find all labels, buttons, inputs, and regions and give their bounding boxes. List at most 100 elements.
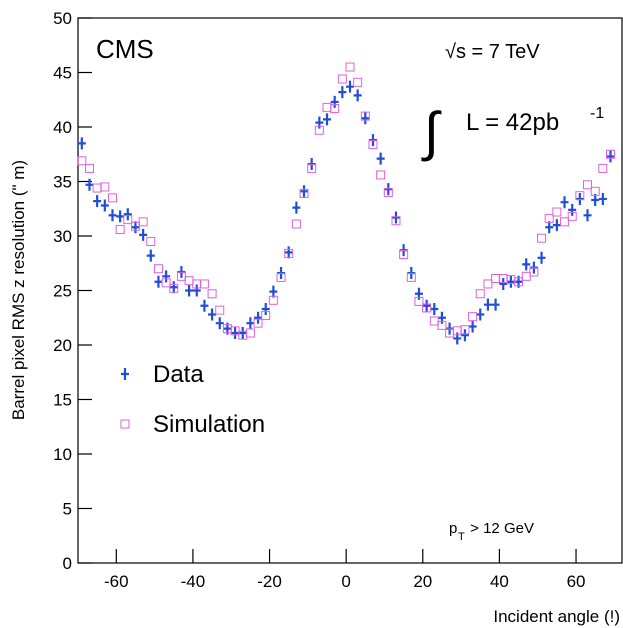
data-point [84,163,94,173]
data-point [123,208,132,221]
data-point [245,328,255,338]
data-point [268,295,278,305]
data-point [391,216,401,226]
data-point [529,267,539,277]
plot-frame [77,17,623,564]
x-axis-label: Incident angle (!) [493,607,620,626]
data-point [138,217,148,227]
y-tick-label: 10 [53,445,72,464]
y-tick-label: 50 [53,9,72,28]
data-point [107,193,117,203]
data-point [199,279,209,289]
data-point [376,170,386,180]
data-point [276,272,286,282]
data-point [208,308,217,321]
data-point [468,312,478,322]
y-tick-label: 20 [53,336,72,355]
data-point [292,201,301,214]
data-point [146,236,156,246]
data-point [552,219,561,232]
data-point [269,285,278,298]
data-point [254,311,263,324]
experiment-label: CMS [96,34,154,64]
x-tick-label: 40 [490,572,509,591]
data-point [353,89,362,102]
data-point [552,207,562,217]
data-point [537,233,547,243]
data-point [131,221,140,234]
x-tick-label: 20 [413,572,432,591]
y-tick-label: 40 [53,118,72,137]
data-point [544,214,554,224]
data-point [253,318,263,328]
data-point [300,185,309,198]
data-point [291,219,301,229]
data-point [606,149,616,159]
data-point [337,74,347,84]
data-point [545,221,554,234]
y-tick-label: 35 [53,173,72,192]
data-point [468,320,477,333]
data-point [322,102,332,112]
data-point [568,203,577,216]
data-point [215,317,224,330]
data-point [491,298,500,311]
data-point [384,183,393,196]
data-point [521,271,531,281]
data-point [246,317,255,330]
data-point [491,274,501,284]
data-point [460,329,469,342]
data-point [399,250,409,260]
data-point [483,279,493,289]
data-point [284,246,293,259]
data-point [185,284,194,297]
data-point [153,264,163,274]
data-point [368,139,378,149]
x-tick-label: 60 [567,572,586,591]
data-point [116,210,125,223]
data-point [575,191,585,201]
data-point [108,209,117,222]
data-point [583,180,593,190]
data-point [162,270,171,283]
legend-label: Data [153,361,204,388]
legend-marker [120,419,130,429]
data-point [93,195,102,208]
data-point [575,192,584,205]
data-point [583,209,592,222]
data-point [307,163,317,173]
data-point [323,113,332,126]
data-point [560,217,570,227]
data-point [169,281,178,294]
data-point [567,211,577,221]
x-tick-label: -40 [181,572,206,591]
data-point [284,248,294,258]
data-point [200,299,209,312]
data-point [383,187,393,197]
data-point [606,150,615,163]
cut-rest: > 12 GeV [466,520,534,537]
data-point [361,112,370,125]
cut-sub: T [458,531,465,543]
data-point [437,320,447,330]
data-point [437,311,446,324]
y-axis-label: Barrel pixel RMS z resolution (" m) [9,160,28,420]
data-point [100,182,110,192]
data-point [560,196,569,209]
data-point [499,277,508,290]
data-point [115,224,125,234]
data-point [139,228,148,241]
data-point [315,116,324,129]
lumi-integral: ∫ [421,102,442,162]
data-point [429,316,439,326]
x-tick-label: -60 [104,572,129,591]
data-point [77,137,86,150]
lumi-sup: -1 [590,105,604,122]
data-point [422,299,431,312]
data-point [92,183,102,193]
data-point [476,308,485,321]
data-point [261,311,271,321]
data-point [453,332,462,345]
data-point [590,186,600,196]
data-point [161,278,171,288]
